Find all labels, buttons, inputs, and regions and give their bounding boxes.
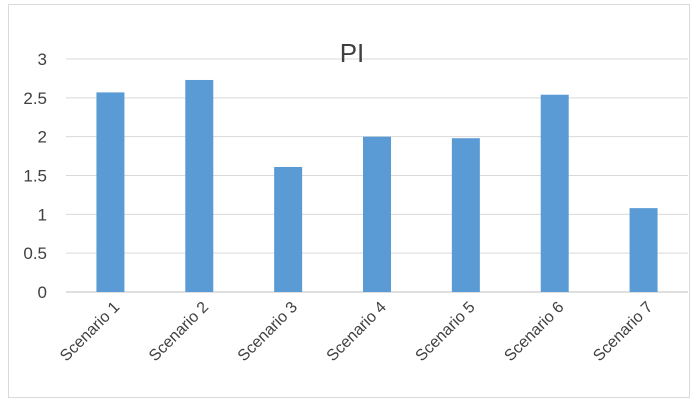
y-tick-label: 2.5 [23, 89, 47, 108]
bar [185, 79, 214, 292]
y-tick-label: 1.5 [23, 167, 47, 186]
x-tick-label: Scenario 7 [590, 299, 656, 365]
y-tick-label: 2 [38, 128, 47, 147]
y-tick-label: 0.5 [23, 244, 47, 263]
x-tick-labels: Scenario 1 Scenario 2 Scenario 3 Scenario 4… [57, 299, 656, 365]
x-tick-label: Scenario 1 [57, 299, 123, 365]
bar [540, 94, 569, 292]
x-tick-label: Scenario 4 [324, 299, 390, 365]
x-tick-label: Scenario 5 [413, 299, 479, 365]
bars [96, 79, 658, 292]
x-tick-label: Scenario 6 [501, 299, 567, 365]
x-tick-label: Scenario 3 [235, 299, 301, 365]
bar [363, 136, 391, 292]
chart-title: PI [340, 38, 365, 68]
y-tick-label: 3 [38, 50, 47, 69]
bar [629, 208, 658, 292]
y-tick-label: 1 [38, 205, 47, 224]
bar [451, 138, 480, 292]
x-tick-label: Scenario 2 [146, 299, 212, 365]
bar [96, 92, 125, 292]
y-tick-labels: 0 0.5 1 1.5 2 2.5 3 [23, 50, 47, 302]
bar [274, 166, 303, 292]
y-tick-label: 0 [38, 283, 47, 302]
